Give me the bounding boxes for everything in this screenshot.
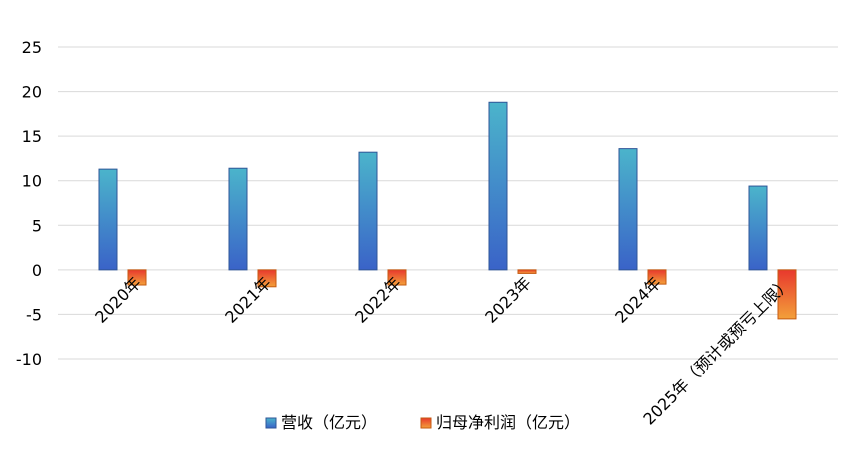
y-tick-label: 25 — [22, 38, 42, 57]
y-tick-label: 15 — [22, 127, 42, 146]
revenue-bar — [748, 185, 768, 271]
x-category-label: 2023年 — [481, 273, 535, 327]
bars — [98, 101, 797, 320]
legend: 营收（亿元） 归母净利润（亿元） — [265, 413, 580, 432]
revenue-bar — [228, 167, 248, 271]
revenue-bar — [488, 101, 508, 271]
legend-swatch-net-profit — [420, 417, 432, 429]
net-profit-bar — [387, 269, 407, 286]
y-tick-label: -5 — [26, 305, 42, 324]
x-category-label: 2025年（预计或预亏上限） — [639, 273, 794, 428]
net-profit-bar — [777, 269, 797, 320]
revenue-bar — [98, 168, 118, 271]
net-profit-bar — [257, 269, 277, 288]
x-category-label: 2024年 — [611, 273, 665, 327]
net-profit-bar — [517, 269, 537, 274]
legend-label-revenue: 营收（亿元） — [281, 413, 377, 432]
net-profit-bar — [127, 269, 147, 286]
y-tick-label: 10 — [22, 172, 42, 191]
gridlines — [58, 46, 838, 360]
y-tick-label: 20 — [22, 83, 42, 102]
x-category-label: 2022年 — [351, 273, 405, 327]
y-axis-tick-labels: 25 20 15 10 5 0 -5 -10 — [16, 38, 42, 369]
net-profit-bar — [647, 269, 667, 285]
x-category-label: 2020年 — [91, 273, 145, 327]
x-category-label: 2021年 — [221, 273, 275, 327]
legend-swatch-revenue — [265, 417, 277, 429]
y-tick-label: 0 — [32, 261, 42, 280]
revenue-bar — [618, 148, 638, 271]
revenue-bar — [358, 151, 378, 271]
y-tick-label: -10 — [16, 350, 42, 369]
y-tick-label: 5 — [32, 216, 42, 235]
legend-label-net-profit: 归母净利润（亿元） — [436, 413, 580, 432]
